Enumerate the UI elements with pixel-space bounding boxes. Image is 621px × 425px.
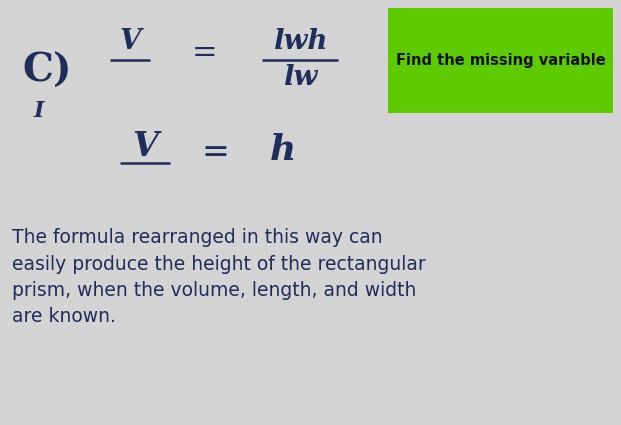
Text: C): C)	[22, 52, 71, 90]
Text: Find the missing variable: Find the missing variable	[396, 53, 605, 68]
Text: =: =	[192, 38, 218, 69]
Text: I: I	[34, 100, 44, 122]
Text: lwh: lwh	[273, 28, 327, 55]
Text: The formula rearranged in this way can
easily produce the height of the rectangu: The formula rearranged in this way can e…	[12, 228, 426, 326]
Text: h: h	[270, 133, 296, 167]
FancyBboxPatch shape	[388, 8, 613, 113]
Text: lw: lw	[283, 64, 317, 91]
Text: =: =	[201, 137, 229, 169]
Text: V: V	[119, 28, 141, 55]
Text: V: V	[132, 130, 158, 163]
